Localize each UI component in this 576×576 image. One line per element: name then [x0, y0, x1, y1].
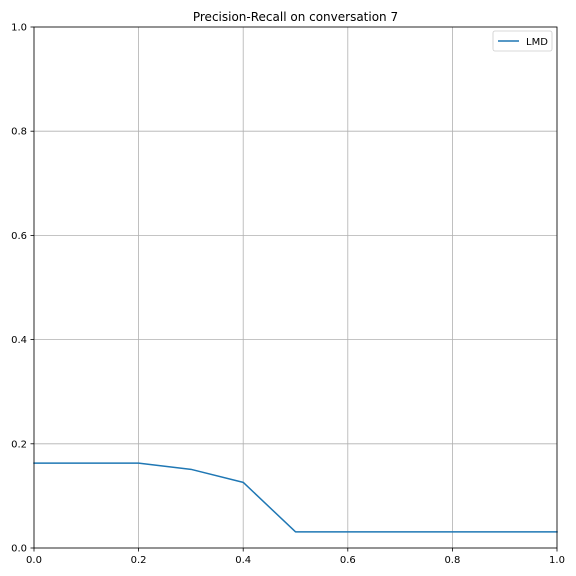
plot-frame [33, 26, 558, 549]
legend: LMD [492, 30, 553, 52]
x-tick-label: 0.0 [26, 555, 42, 566]
y-tick-label: 0.6 [11, 231, 27, 242]
y-tick-label: 0.0 [11, 544, 27, 555]
series-layer [33, 462, 558, 533]
axis-ticks: 0.0 0.2 0.4 0.6 0.8 1.0 0.0 0.2 0.4 0.6 0.8 1.0 [11, 23, 565, 567]
legend-box [492, 30, 553, 52]
x-tick-label: 0.6 [340, 555, 356, 566]
x-tick-label: 0.8 [444, 555, 460, 566]
y-tick-label: 0.8 [11, 127, 27, 138]
x-tick-label: 0.2 [131, 555, 147, 566]
y-tick-label: 1.0 [11, 23, 27, 34]
chart-title: Precision-Recall on conversation 7 [193, 10, 398, 24]
y-tick-label: 0.2 [11, 439, 27, 450]
x-tick-label: 1.0 [549, 555, 565, 566]
x-tick-label: 0.4 [235, 555, 251, 566]
legend-label-lmd: LMD [526, 37, 548, 48]
y-tick-label: 0.4 [11, 335, 27, 346]
series-line-lmd [33, 462, 558, 533]
